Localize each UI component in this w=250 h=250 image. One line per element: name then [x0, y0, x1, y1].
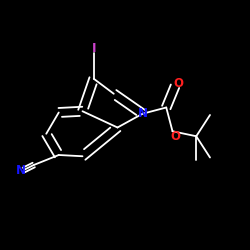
Text: I: I: [92, 42, 96, 55]
Text: N: N: [138, 107, 147, 120]
Text: O: O: [170, 130, 180, 143]
Text: O: O: [174, 77, 184, 90]
Text: N: N: [16, 164, 26, 176]
